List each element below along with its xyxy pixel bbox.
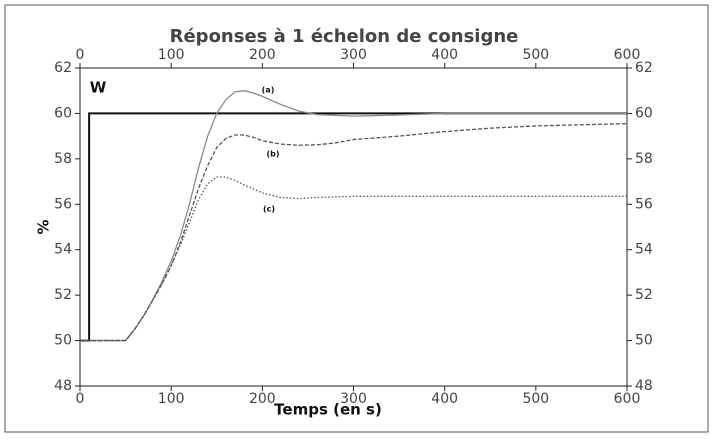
y-tick-label: 50: [54, 333, 72, 349]
x-tick-label-top: 0: [76, 47, 85, 63]
y-tick-label-right: 56: [635, 196, 653, 212]
series-line: [80, 112, 627, 342]
x-axis-label: Temps (en s): [274, 401, 382, 419]
x-tick-label: 100: [158, 391, 185, 407]
x-tick-label-top: 500: [522, 47, 549, 63]
y-tick-label: 56: [54, 196, 72, 212]
y-tick-label-right: 52: [635, 287, 653, 303]
series-label: W: [90, 79, 107, 97]
x-tick-label: 500: [522, 391, 549, 407]
x-tick-label: 300: [340, 391, 367, 407]
x-tick-label-top: 200: [249, 47, 276, 63]
x-tick-label: 200: [249, 391, 276, 407]
y-tick-label: 52: [54, 287, 72, 303]
x-tick-label-top: 100: [158, 47, 185, 63]
y-tick-label: 58: [54, 151, 72, 167]
y-tick-label-right: 62: [635, 60, 653, 76]
series-line: [80, 176, 627, 342]
series-label: (b): [266, 150, 279, 159]
x-tick-label-top: 400: [431, 47, 458, 63]
y-tick-label: 60: [54, 105, 72, 121]
y-axis-label: %: [35, 219, 53, 234]
x-tick-label: 400: [431, 391, 458, 407]
series-line: [80, 90, 627, 342]
series-label: (c): [263, 205, 275, 214]
chart-title: Réponses à 1 échelon de consigne: [170, 26, 519, 47]
x-tick-label: 0: [76, 391, 85, 407]
y-tick-label-right: 50: [635, 333, 653, 349]
x-tick-label-top: 600: [614, 47, 641, 63]
series-label: (a): [262, 86, 275, 95]
frame: [4, 4, 709, 433]
y-tick-label: 62: [54, 60, 72, 76]
y-tick-label-right: 48: [635, 378, 653, 394]
y-tick-label-right: 60: [635, 105, 653, 121]
y-tick-label-right: 54: [635, 242, 653, 258]
x-tick-label-top: 300: [340, 47, 367, 63]
y-tick-label: 54: [54, 242, 72, 258]
y-tick-label-right: 58: [635, 151, 653, 167]
x-tick-label: 600: [614, 391, 641, 407]
y-tick-label: 48: [54, 378, 72, 394]
series-line: [80, 123, 628, 342]
